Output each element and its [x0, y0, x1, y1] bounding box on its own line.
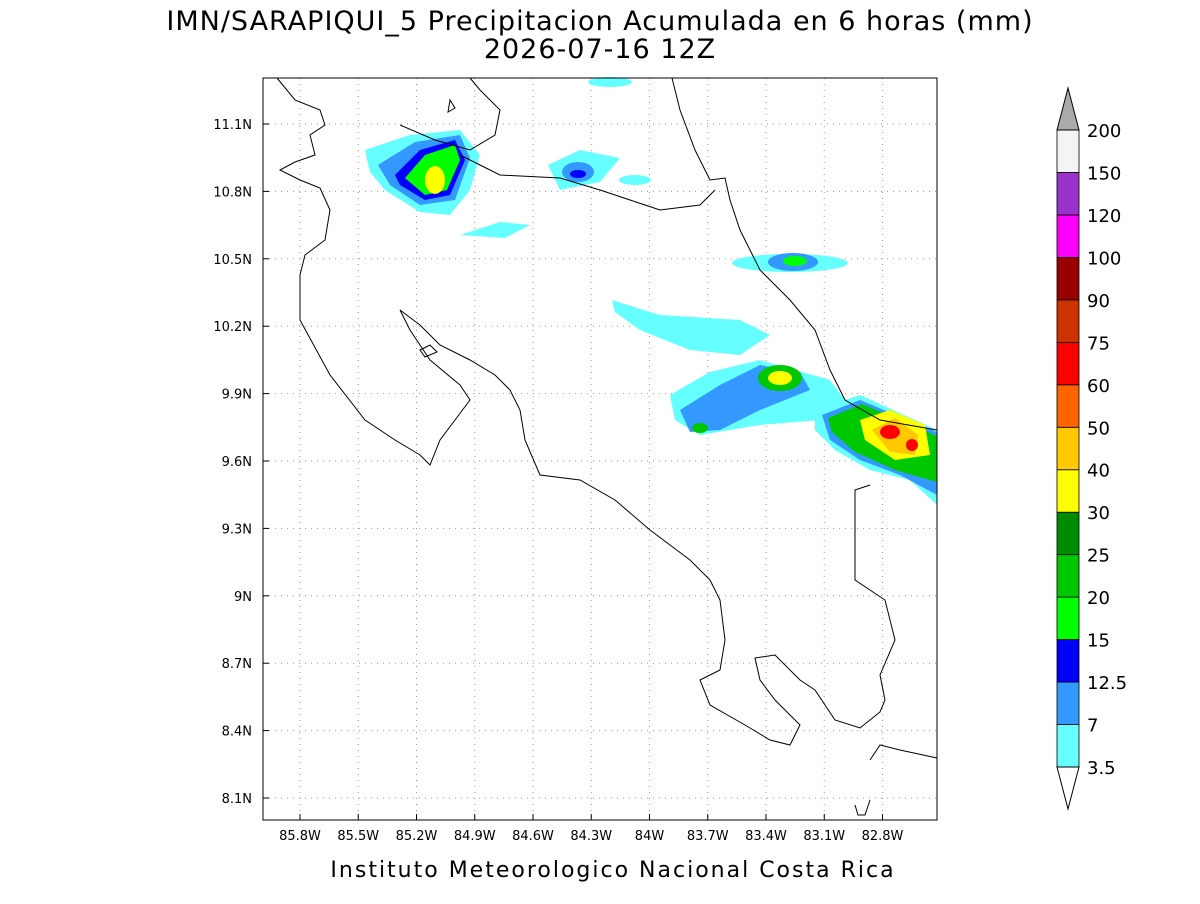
- colorbar-label: 15: [1087, 631, 1110, 652]
- colorbar-label: 25: [1087, 546, 1110, 567]
- x-tick-label: 84.6W: [512, 829, 554, 844]
- coastline: [276, 77, 938, 816]
- colorbar-label: 200: [1087, 121, 1121, 142]
- colorbar-segment: [1056, 299, 1080, 343]
- y-tick-label: 9.3N: [222, 522, 252, 537]
- map-frame: [262, 77, 938, 821]
- colorbar-segment: [1056, 214, 1080, 258]
- colorbar-label: 150: [1087, 163, 1121, 184]
- y-tick-label: 8.7N: [222, 657, 252, 672]
- x-tick-label: 83.1W: [803, 829, 845, 844]
- y-tick-label: 8.1N: [222, 792, 252, 807]
- y-tick-label: 8.4N: [222, 725, 252, 740]
- colorbar-segment: [1056, 384, 1080, 428]
- colorbar-segment: [1056, 681, 1080, 725]
- colorbar-under: [1056, 766, 1080, 811]
- x-tick-label: 84W: [635, 829, 665, 844]
- x-tick-label: 85.2W: [396, 829, 438, 844]
- colorbar-segment: [1056, 172, 1080, 216]
- x-tick-label: 84.9W: [454, 829, 496, 844]
- footer: Instituto Meteorologico Nacional Costa R…: [330, 858, 895, 883]
- colorbar-segment: [1056, 724, 1080, 768]
- x-tick-label: 85.5W: [337, 829, 379, 844]
- colorbar-label: 90: [1087, 291, 1110, 312]
- grid: [263, 78, 937, 820]
- x-tick-label: 83.4W: [745, 829, 787, 844]
- y-tick-label: 11.1N: [213, 118, 252, 133]
- subtitle: 2026-07-16 12Z: [484, 34, 716, 65]
- colorbar-label: 40: [1087, 461, 1110, 482]
- colorbar-segment: [1056, 129, 1080, 173]
- colorbar-segment: [1056, 511, 1080, 556]
- y-tick-label: 9.9N: [222, 388, 252, 403]
- title: IMN/SARAPIQUI_5 Precipitacion Acumulada …: [166, 6, 1033, 37]
- colorbar-label: 30: [1087, 503, 1110, 524]
- y-tick-label: 10.8N: [213, 185, 252, 200]
- colorbar: 3.5 7 12.5 15 20 25 30 40 50 60 75 90 100 120 150 200: [1056, 86, 1127, 811]
- colorbar-segment: [1056, 256, 1080, 301]
- colorbar-segment: [1056, 341, 1080, 386]
- colorbar-segment: [1056, 596, 1080, 641]
- y-tick-label: 10.5N: [213, 253, 252, 268]
- x-tick-label: 84.3W: [570, 829, 612, 844]
- colorbar-label: 3.5: [1087, 758, 1116, 779]
- colorbar-over: [1056, 86, 1080, 131]
- colorbar-segment: [1056, 426, 1080, 471]
- colorbar-segment: [1056, 639, 1080, 683]
- precipitation: [365, 77, 937, 505]
- colorbar-segment: [1056, 469, 1080, 513]
- x-tick-label: 85.8W: [279, 829, 321, 844]
- colorbar-label: 100: [1087, 248, 1121, 269]
- axis-ticks: 85.8W 85.5W 85.2W 84.9W 84.6W 84.3W 84W 83.7W 83…: [213, 118, 903, 844]
- y-tick-label: 9.6N: [222, 455, 252, 470]
- colorbar-label: 120: [1087, 206, 1121, 227]
- x-tick-label: 82.8W: [862, 829, 904, 844]
- y-tick-label: 9N: [234, 590, 252, 605]
- y-tick-label: 10.2N: [213, 320, 252, 335]
- colorbar-label: 60: [1087, 376, 1110, 397]
- colorbar-label: 20: [1087, 588, 1110, 609]
- colorbar-segment: [1056, 554, 1080, 598]
- colorbar-label: 75: [1087, 333, 1110, 354]
- colorbar-label: 7: [1087, 716, 1098, 737]
- x-tick-label: 83.7W: [687, 829, 729, 844]
- colorbar-label: 50: [1087, 418, 1110, 439]
- colorbar-label: 12.5: [1087, 673, 1127, 694]
